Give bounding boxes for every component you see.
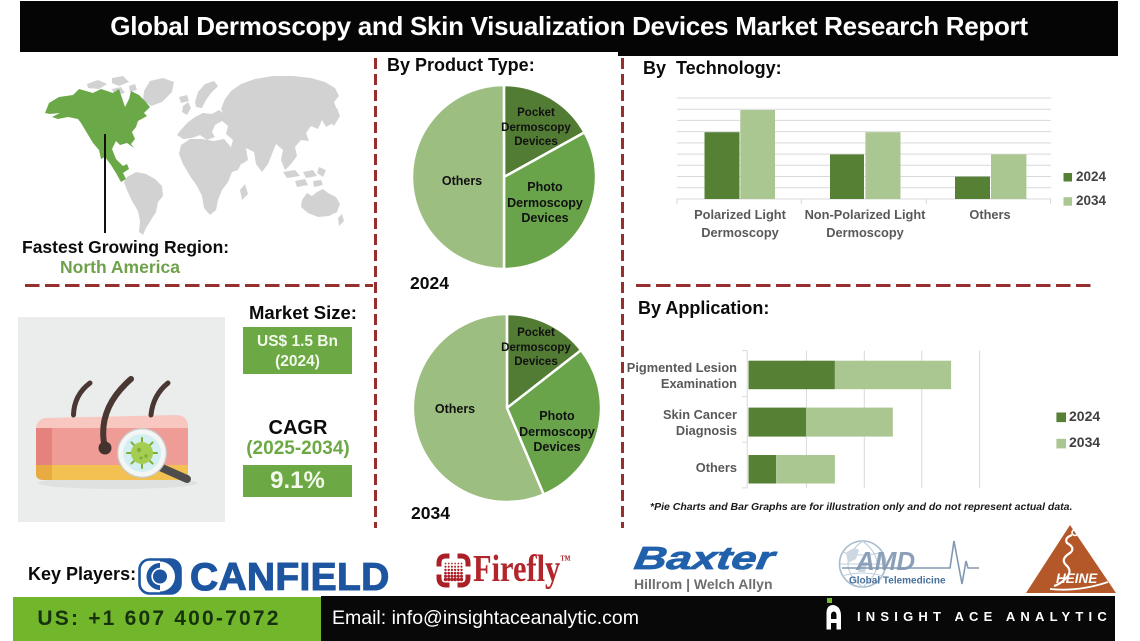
- svg-text:AMD: AMD: [855, 546, 915, 576]
- svg-text:HEINE: HEINE: [1056, 571, 1098, 586]
- svg-text:Global Telemedicine: Global Telemedicine: [849, 576, 946, 587]
